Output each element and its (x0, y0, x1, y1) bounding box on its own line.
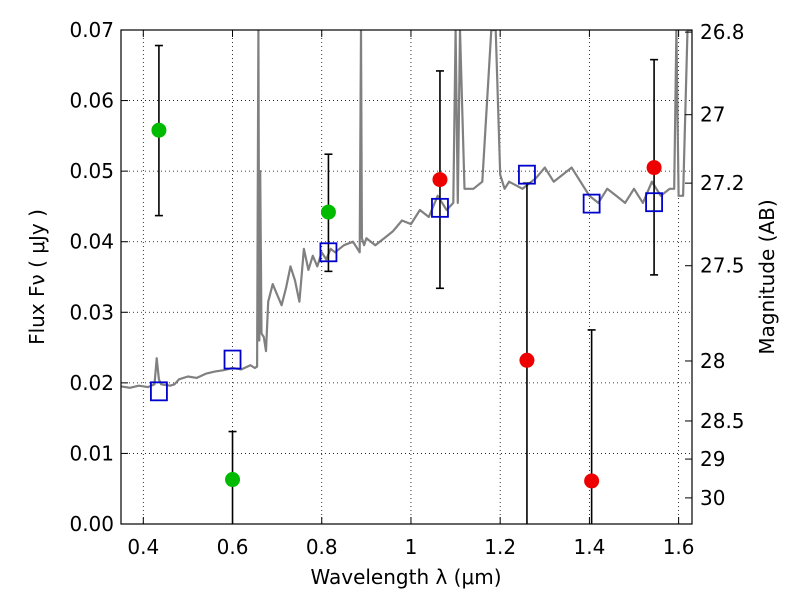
data-point (584, 473, 600, 489)
bandpass-square (150, 381, 168, 402)
bandpass-square (431, 197, 449, 218)
plot-frame (120, 29, 693, 525)
data-point (646, 160, 662, 176)
x-tick-label: 1.4 (573, 535, 605, 559)
markers (150, 122, 663, 489)
x-tick-label: 0.4 (127, 535, 159, 559)
bandpass-square (582, 193, 601, 214)
y2-tick-label: 26.8 (700, 20, 745, 44)
x-axis-label: Wavelength λ (μm) (310, 565, 501, 589)
y-tick-label: 0.06 (69, 89, 114, 113)
y-tick-label: 0.01 (69, 441, 114, 465)
data-point (320, 204, 336, 220)
bandpass-square (319, 242, 338, 263)
y-tick-label: 0.07 (69, 18, 114, 42)
y-tick-label: 0.02 (69, 371, 114, 395)
x-tick-label: 0.6 (217, 535, 249, 559)
x-tick-label: 1.2 (484, 535, 516, 559)
bandpass-square (223, 349, 242, 370)
y2-tick-label: 27.5 (700, 254, 745, 278)
y-tick-label: 0.04 (69, 230, 114, 254)
bandpass-square (518, 164, 536, 185)
bandpass-square (645, 192, 663, 213)
x-tick-label: 0.8 (306, 535, 338, 559)
y-tick-label: 0.00 (69, 512, 114, 536)
y2-tick-label: 27 (700, 103, 725, 127)
y2-tick-label: 29 (700, 447, 725, 471)
y2-tick-label: 27.2 (700, 171, 745, 195)
spectrum-line (121, 30, 692, 389)
x-tick-label: 1 (405, 535, 418, 559)
plot-area (121, 30, 692, 524)
y2-tick-label: 28.5 (700, 409, 745, 433)
y2-tick-label: 30 (700, 486, 725, 510)
data-point (432, 172, 448, 188)
data-point (519, 352, 535, 368)
data-point (225, 472, 241, 488)
y2-axis-label: Magnitude (AB) (755, 199, 779, 354)
y-axis-label: Flux Fν ( μJy ) (25, 209, 49, 345)
y2-tick-label: 28 (700, 349, 725, 373)
y-tick-label: 0.05 (69, 159, 114, 183)
y-tick-label: 0.03 (69, 300, 114, 324)
ticks: 0.4 0.6 0.8 1 1.2 1.4 1.6 0.00 0.01 0.02 0.03 0.04 0… (69, 18, 744, 559)
x-tick-label: 1.6 (663, 535, 695, 559)
data-point (151, 122, 167, 138)
data-layer (121, 30, 692, 389)
